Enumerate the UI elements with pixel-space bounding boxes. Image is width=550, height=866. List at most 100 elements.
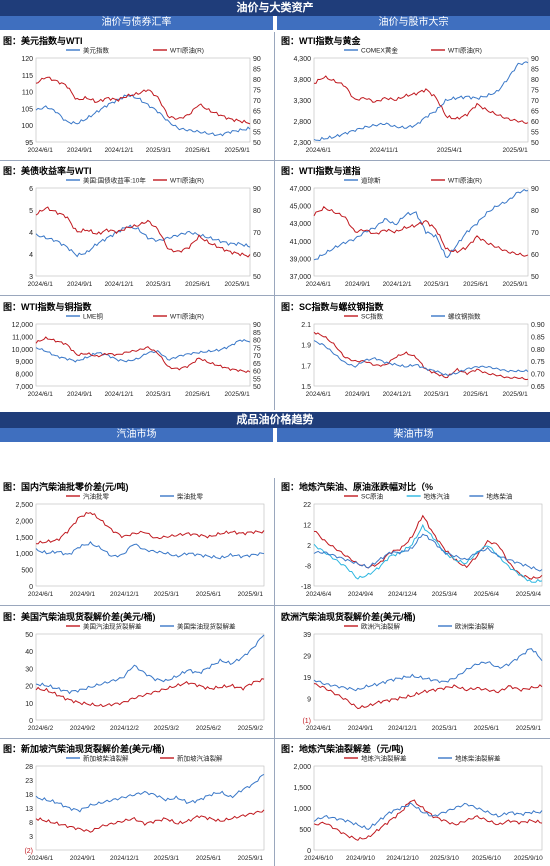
y-tick-label: 2,800 <box>293 119 311 126</box>
chart-title: 欧洲汽柴油现货裂解价差(美元/桶) <box>281 612 416 622</box>
x-tick-label: 2024/6/1 <box>28 281 54 288</box>
legend-label: WTI原油(R) <box>170 312 204 321</box>
x-tick-label: 2024/12/1 <box>105 391 134 398</box>
x-tick-label: 2024/6/1 <box>306 147 332 154</box>
y-tick-label: 120 <box>21 56 33 63</box>
y-tick-label: 105 <box>21 106 33 113</box>
y-tick-label: 41,000 <box>290 239 312 246</box>
y-tick-label: 2.1 <box>301 322 311 329</box>
x-tick-label: 2025/3/1 <box>424 391 450 398</box>
x-tick-label: 2024/9/1 <box>348 725 374 732</box>
y2-tick-label: 80 <box>253 208 261 215</box>
plot-area <box>313 765 543 851</box>
x-tick-label: 2025/6/1 <box>463 391 489 398</box>
row-divider <box>0 738 550 739</box>
row-divider <box>0 605 550 606</box>
x-tick-label: 2024/6/1 <box>28 147 54 154</box>
x-tick-label: 2025/6/10 <box>472 855 501 862</box>
x-tick-label: 2024/6/2 <box>28 725 54 732</box>
legend-label: 欧洲柴油裂解 <box>455 622 495 631</box>
plot-area <box>35 57 251 143</box>
y-tick-label: 43,000 <box>290 221 312 228</box>
series-line <box>313 799 543 841</box>
y2-tick-label: 65 <box>253 109 261 116</box>
y-tick-label: 500 <box>299 827 311 834</box>
x-tick-label: 2025/9/1 <box>503 391 529 398</box>
y-tick-label: 30 <box>25 666 33 673</box>
x-tick-label: 2025/6/4 <box>474 591 500 598</box>
chart-title: 图：WTI指数与黄金 <box>281 36 361 46</box>
x-tick-label: 2024/12/1 <box>388 725 417 732</box>
y2-tick-label: 80 <box>253 338 261 345</box>
x-tick-label: 2025/6/1 <box>196 855 222 862</box>
chart-svg: 28 23 18 13 8 3 (2)2024/6/1 2024/9/1 2024/12/1 20… <box>24 754 265 862</box>
x-tick-label: 2025/3/1 <box>154 855 180 862</box>
x-tick-label: 2024/9/10 <box>346 855 375 862</box>
y-tick-label: 2 <box>307 543 311 550</box>
y-tick-label: 110 <box>22 90 33 97</box>
series-line <box>313 533 543 572</box>
y-tick-label: 5 <box>29 208 33 215</box>
y2-tick-label: 85 <box>253 67 261 74</box>
x-tick-label: 2025/3/10 <box>430 855 459 862</box>
series-line <box>35 773 265 813</box>
y-tick-label: 115 <box>22 73 33 80</box>
plot-area <box>313 503 543 587</box>
series-line <box>313 61 529 142</box>
legend-label: 美元指数 <box>83 46 110 55</box>
chart-svg: 39 29 19 9 (1)2024/6/1 2024/9/1 2024/12/1 2025/… <box>302 622 543 732</box>
chart-panel-eu-crack: 欧洲汽柴油现货裂解价差(美元/桶) 39 29 19 9 (1) 2024/6/1 2024/… <box>278 608 550 736</box>
legend-label: 美国:国债收益率:10年 <box>83 176 146 185</box>
y-tick-label: 40 <box>25 649 33 656</box>
y-tick-label: 12 <box>303 523 311 530</box>
series-line <box>35 634 265 695</box>
series-line <box>313 331 529 381</box>
plot-area <box>35 323 251 387</box>
y-tick-label: 4 <box>29 230 33 237</box>
x-tick-label: 2025/6/2 <box>196 725 222 732</box>
x-tick-label: 2024/9/1 <box>345 281 371 288</box>
series-line <box>35 76 251 125</box>
chart-title: 图：WTI指数与铜指数 <box>3 302 92 312</box>
y-tick-label: (1) <box>302 718 311 725</box>
y-tick-label: 8 <box>29 820 33 827</box>
y-tick-label: 0 <box>29 718 33 725</box>
y2-tick-label: 50 <box>253 274 261 281</box>
y-tick-label: 500 <box>21 568 33 575</box>
legend-label: 地炼汽油裂解差 <box>361 754 407 763</box>
y-tick-label: 39 <box>303 632 311 639</box>
y-tick-label: 1.7 <box>301 363 311 370</box>
x-tick-label: 2025/9/1 <box>516 725 542 732</box>
y-tick-label: 3 <box>29 274 33 281</box>
plot-area <box>35 187 251 277</box>
y-tick-label: 9 <box>307 697 311 704</box>
plot-area <box>313 633 543 721</box>
legend-label: 道琼斯 <box>361 176 381 185</box>
y-tick-label: 100 <box>21 123 33 130</box>
y-tick-label: 2,000 <box>293 764 311 771</box>
legend-label: WTI原油(R) <box>170 176 204 185</box>
series-line <box>313 802 543 830</box>
chart-title: 图：地炼汽柴油裂解差（元/吨) <box>281 744 404 754</box>
legend-label: 地炼汽油 <box>424 492 450 501</box>
x-tick-label: 2024/6/1 <box>306 281 332 288</box>
chart-title: 图：美债收益率与WTI <box>3 166 92 176</box>
x-tick-label: 2025/6/1 <box>196 591 222 598</box>
legend-label: 汽油批零 <box>83 492 110 501</box>
series-line <box>35 338 251 363</box>
series-line <box>35 224 251 258</box>
x-tick-label: 2025/3/1 <box>146 391 172 398</box>
x-tick-label: 2025/6/1 <box>474 725 500 732</box>
y2-tick-label: 90 <box>253 186 261 193</box>
section-header-products: 成品油价格趋势 <box>0 412 550 428</box>
y-tick-label: 1.9 <box>301 343 311 350</box>
y-tick-label: (2) <box>24 848 33 855</box>
x-tick-label: 2024/6/1 <box>28 591 54 598</box>
y-tick-label: 6 <box>29 186 33 193</box>
y2-tick-label: 85 <box>253 330 261 337</box>
chart-svg: 47,000 45,000 43,000 41,000 39,000 37,000 90 80… <box>290 176 539 289</box>
legend-label: 美国汽油现货裂解差 <box>83 622 142 631</box>
x-tick-label: 2024/9/1 <box>70 591 96 598</box>
